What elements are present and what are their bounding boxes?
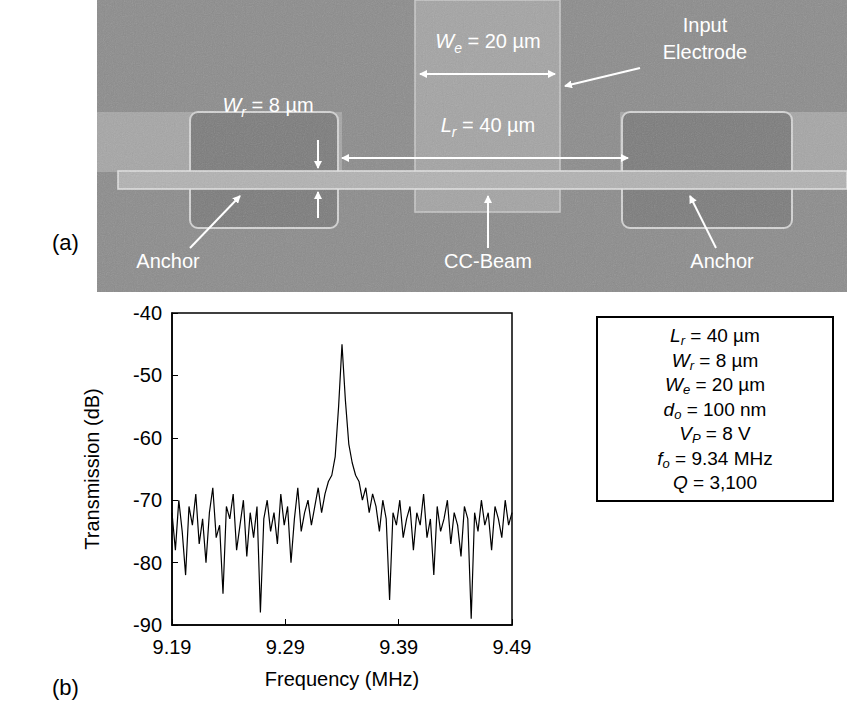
svg-text:Frequency (MHz): Frequency (MHz) [265,668,419,690]
svg-text:-40: -40 [133,302,162,324]
svg-text:-90: -90 [133,614,162,636]
svg-text:9.39: 9.39 [379,636,418,658]
svg-text:CC-Beam: CC-Beam [444,250,532,272]
svg-text:-60: -60 [133,427,162,449]
svg-text:Wr = 8 µm: Wr = 8 µm [222,94,313,120]
svg-text:-70: -70 [133,489,162,511]
html-text:VP= 8 V: VP= 8 V [679,423,751,446]
html-text:Lr= 40 µm: Lr= 40 µm [670,325,760,348]
html-text:do= 100 nm: do= 100 nm [663,398,767,422]
html-text:Q = 3,100: Q = 3,100 [673,472,757,493]
svg-text:Anchor: Anchor [690,250,754,272]
svg-text:Transmission (dB): Transmission (dB) [81,388,103,550]
svg-text:9.29: 9.29 [266,636,305,658]
html-text:We= 20 µm: We= 20 µm [665,374,765,397]
svg-text:-50: -50 [133,364,162,386]
svg-text:9.19: 9.19 [153,636,192,658]
svg-text:We = 20 µm: We = 20 µm [435,30,540,56]
html-text:fo= 9.34 MHz: fo= 9.34 MHz [657,447,773,471]
svg-text:Lr = 40 µm: Lr = 40 µm [441,114,536,140]
svg-text:Electrode: Electrode [663,41,748,63]
svg-text:9.49: 9.49 [493,636,532,658]
svg-text:-80: -80 [133,552,162,574]
svg-text:Anchor: Anchor [136,250,200,272]
html-text:(b): (b) [52,675,79,700]
html-text:(a): (a) [52,230,79,255]
svg-text:Input: Input [683,14,728,36]
html-text:Wr= 8 µm: Wr= 8 µm [671,349,759,373]
